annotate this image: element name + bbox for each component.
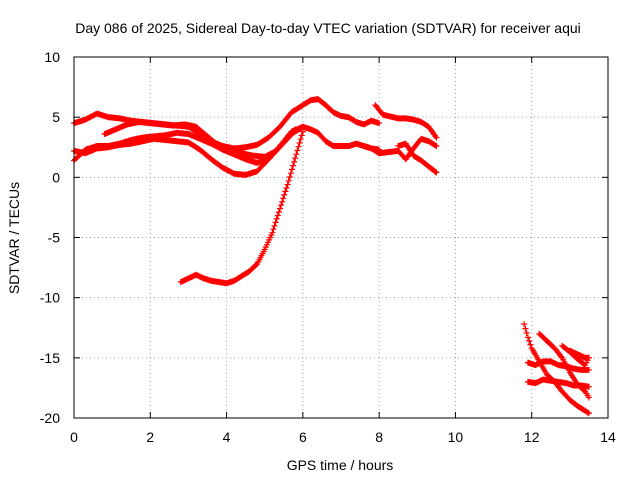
series-track-14 <box>566 347 592 361</box>
y-tick-label: 0 <box>52 169 60 185</box>
x-tick-label: 12 <box>524 429 540 445</box>
x-tick-label: 10 <box>448 429 464 445</box>
axis-ticks: 0 2 4 6 8 10 12 14 -20 -15 -10 -5 0 5 10 <box>40 49 616 445</box>
x-tick-label: 0 <box>70 429 78 445</box>
y-tick-label: 10 <box>44 49 60 65</box>
y-tick-label: -15 <box>40 350 60 366</box>
marker-trace <box>177 128 306 287</box>
y-tick-label: 5 <box>52 109 60 125</box>
x-tick-label: 2 <box>146 429 154 445</box>
series-track-8 <box>395 140 440 176</box>
y-tick-label: -20 <box>40 410 60 426</box>
grid <box>74 57 608 418</box>
marker-trace <box>101 119 299 160</box>
y-axis-label: SDTVAR / TECUs <box>6 182 22 294</box>
y-tick-label: -10 <box>40 290 60 306</box>
series-track-12 <box>536 330 592 401</box>
x-tick-label: 6 <box>299 429 307 445</box>
x-tick-label: 4 <box>223 429 231 445</box>
x-axis-label: GPS time / hours <box>287 457 394 473</box>
marker-trace <box>536 330 592 401</box>
series-track-4 <box>101 119 299 160</box>
marker-trace <box>372 102 440 141</box>
chart-title: Day 086 of 2025, Sidereal Day-to-day VTE… <box>75 20 581 36</box>
marker-trace <box>566 347 592 361</box>
y-tick-label: -5 <box>48 230 61 246</box>
x-tick-label: 8 <box>375 429 383 445</box>
marker-trace <box>395 140 440 176</box>
series-track-6 <box>372 102 440 141</box>
series-track-5 <box>177 128 306 287</box>
x-tick-label: 14 <box>600 429 616 445</box>
